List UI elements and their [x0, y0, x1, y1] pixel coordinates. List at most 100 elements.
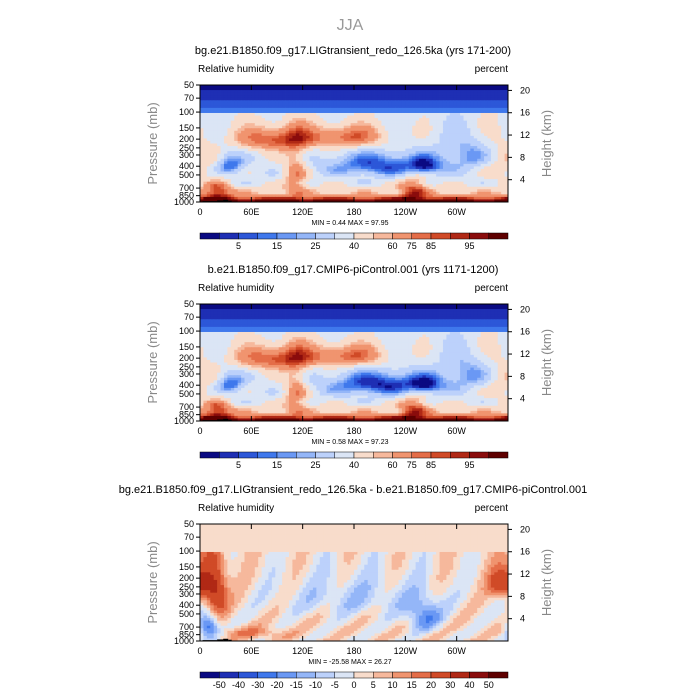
contour-cell: [223, 163, 228, 167]
contour-cell: [381, 196, 386, 200]
contour-cell: [319, 168, 324, 172]
contour-cell: [343, 166, 348, 170]
contour-cell: [213, 196, 218, 200]
contour-cell: [350, 199, 355, 203]
contour-cell: [244, 107, 249, 111]
contour-cell: [230, 102, 235, 106]
contour-cell: [275, 95, 280, 99]
contour-cell: [309, 199, 314, 203]
contour-cell: [254, 319, 259, 323]
contour-cell: [234, 158, 239, 162]
contour-cell: [442, 97, 447, 101]
contour-cell: [220, 85, 225, 88]
contour-cell: [466, 133, 471, 137]
contour-cell: [463, 128, 468, 132]
contour-cell: [316, 184, 321, 188]
contour-cell: [336, 191, 341, 195]
contour-cell: [278, 87, 283, 91]
contour-cell: [288, 194, 293, 198]
contour-cell: [395, 196, 399, 200]
contour-cell: [463, 321, 468, 325]
contour-cell: [463, 309, 468, 313]
contour-cell: [306, 135, 310, 139]
contour-cell: [237, 166, 242, 170]
contour-cell: [326, 118, 331, 122]
contour-cell: [466, 316, 471, 320]
contour-cell: [326, 135, 331, 139]
contour-cell: [234, 143, 239, 147]
contour-cell: [347, 189, 351, 193]
contour-cell: [261, 112, 266, 116]
contour-cell: [384, 304, 389, 307]
contour-cell: [449, 128, 454, 132]
contour-cell: [377, 87, 382, 91]
contour-cell: [200, 120, 204, 124]
contour-cell: [384, 133, 389, 137]
contour-cell: [271, 135, 276, 139]
contour-cell: [241, 135, 245, 139]
height-tick-label: 4: [520, 175, 525, 185]
contour-cell: [347, 123, 351, 127]
contour-cell: [278, 140, 283, 144]
contour-cell: [213, 97, 218, 101]
contour-cell: [419, 107, 423, 111]
contour-cell: [367, 107, 372, 111]
contour-cell: [494, 156, 499, 160]
contour-cell: [357, 115, 362, 119]
contour-cell: [405, 125, 410, 129]
contour-cell: [230, 191, 235, 195]
contour-cell: [360, 314, 365, 318]
contour-cell: [312, 176, 317, 180]
contour-cell: [323, 189, 328, 193]
contour-cell: [247, 125, 252, 129]
contour-cell: [487, 115, 492, 119]
contour-cell: [254, 92, 259, 96]
contour-cell: [456, 128, 461, 132]
contour-cell: [449, 161, 454, 165]
contour-cell: [217, 179, 221, 183]
contour-cell: [388, 146, 393, 149]
contour-cell: [357, 130, 362, 134]
contour-cell: [254, 176, 259, 180]
contour-cell: [470, 120, 475, 124]
contour-cell: [282, 324, 286, 328]
contour-cell: [292, 143, 297, 147]
contour-cell: [312, 130, 317, 134]
contour-cell: [295, 87, 300, 91]
contour-cell: [336, 97, 341, 101]
contour-cell: [254, 95, 259, 99]
contour-cell: [333, 166, 338, 170]
contour-cell: [247, 196, 252, 200]
contour-cell: [333, 105, 338, 109]
contour-cell: [422, 130, 427, 134]
contour-cell: [364, 97, 369, 101]
contour-cell: [217, 90, 221, 94]
contour-cell: [282, 321, 286, 325]
contour-cell: [412, 153, 416, 157]
contour-cell: [354, 158, 358, 162]
contour-cell: [504, 311, 509, 315]
contour-cell: [210, 123, 215, 127]
contour-cell: [398, 174, 403, 177]
contour-cell: [480, 311, 485, 315]
contour-cell: [398, 85, 403, 88]
contour-cell: [210, 143, 215, 147]
contour-cell: [292, 151, 297, 155]
contour-cell: [326, 112, 331, 116]
contour-cell: [223, 100, 228, 104]
contour-cell: [425, 138, 430, 142]
contour-cell: [323, 194, 328, 198]
contour-cell: [340, 311, 345, 315]
contour-cell: [268, 171, 273, 175]
contour-cell: [223, 304, 228, 307]
contour-cell: [343, 304, 348, 307]
contour-cell: [271, 171, 276, 175]
contour-cell: [302, 143, 307, 147]
contour-cell: [436, 143, 440, 147]
contour-cell: [251, 176, 256, 180]
contour-cell: [497, 151, 502, 155]
contour-cell: [343, 168, 348, 172]
contour-cell: [278, 130, 283, 134]
contour-cell: [384, 85, 389, 88]
contour-cell: [419, 163, 423, 167]
